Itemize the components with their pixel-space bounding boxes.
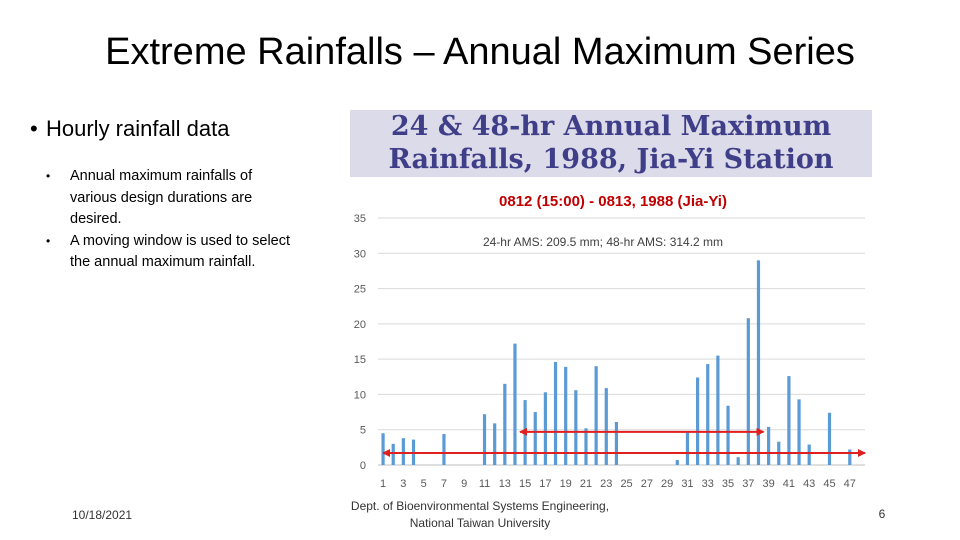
y-tick-label: 35 <box>354 213 366 225</box>
rainfall-bar <box>533 412 537 465</box>
footer-dept-line1: Dept. of Bioenvironmental Systems Engine… <box>350 499 610 513</box>
bars <box>381 260 852 465</box>
x-tick-label: 25 <box>620 478 632 490</box>
rainfall-bar <box>493 423 497 465</box>
rainfall-bar <box>736 457 740 465</box>
x-tick-label: 39 <box>762 478 774 490</box>
window-arrows <box>382 427 866 458</box>
y-tick-label: 10 <box>354 389 366 401</box>
x-tick-label: 33 <box>702 478 714 490</box>
bullet-dot: • <box>30 116 38 141</box>
x-tick-label: 13 <box>499 478 511 490</box>
rainfall-bar <box>513 343 517 465</box>
rainfall-bar <box>695 377 700 465</box>
x-tick-label: 11 <box>479 478 490 490</box>
rainfall-bar <box>807 444 811 465</box>
x-tick-label: 45 <box>823 478 835 490</box>
rainfall-bar <box>756 260 761 465</box>
chart-heading-line1: 24 & 48-hr Annual Maximum <box>390 111 832 142</box>
x-tick-label: 7 <box>441 478 447 490</box>
rainfall-bar <box>391 443 395 465</box>
rainfall-bar <box>614 421 619 465</box>
x-tick-label: 35 <box>722 478 734 490</box>
y-tick-label: 30 <box>354 248 366 260</box>
rainfall-bar <box>746 318 750 465</box>
chart-heading-box: 24 & 48-hr Annual Maximum Rainfalls, 198… <box>350 110 872 177</box>
rainfall-bar <box>787 376 791 465</box>
x-tick-label: 5 <box>421 478 427 490</box>
slide-title: Extreme Rainfalls – Annual Maximum Serie… <box>105 31 855 73</box>
x-tick-label: 1 <box>380 478 386 490</box>
rainfall-bar <box>442 433 446 465</box>
rainfall-bar <box>716 355 720 465</box>
x-tick-label: 21 <box>580 478 592 490</box>
y-tick-label: 25 <box>354 284 366 296</box>
rainfall-bar <box>574 390 578 465</box>
footer-dept-line2: National Taiwan University <box>409 516 551 530</box>
sub-bullet: • A moving window is used to select the a… <box>46 231 296 274</box>
main-bullet-text: Hourly rainfall data <box>46 116 230 141</box>
x-tick-label: 27 <box>641 478 653 490</box>
rainfall-bar <box>381 433 385 465</box>
rainfall-bar <box>675 460 679 465</box>
rainfall-bar <box>706 364 710 465</box>
footer-date: 10/18/2021 <box>72 508 133 522</box>
x-tick-label: 37 <box>742 478 754 490</box>
rainfall-bar <box>482 414 487 465</box>
chart-heading-line2: Rainfalls, 1988, Jia-Yi Station <box>388 144 834 175</box>
rainfall-bar <box>767 426 771 465</box>
x-tick-label: 9 <box>461 478 467 490</box>
rainfall-bar-chart: 0812 (15:00) - 0813, 1988 (Jia-Yi) 24-hr… <box>354 193 866 490</box>
y-tick-label: 20 <box>354 319 366 331</box>
sub-bullet-text: A moving window is used to select the an… <box>70 232 291 271</box>
page-number: 6 <box>878 507 886 521</box>
y-tick-label: 0 <box>360 460 366 472</box>
rainfall-bar <box>503 383 507 465</box>
rainfall-bar <box>604 388 608 465</box>
rainfall-bar <box>594 366 598 465</box>
x-tick-label: 43 <box>803 478 815 490</box>
rainfall-bar <box>584 428 588 465</box>
rainfall-bar <box>401 438 405 465</box>
rainfall-bar <box>543 392 548 465</box>
x-tick-label: 3 <box>400 478 406 490</box>
x-tick-label: 31 <box>681 478 693 490</box>
x-tick-label: 47 <box>844 478 856 490</box>
rainfall-bar <box>848 449 852 465</box>
grid-lines <box>378 217 865 466</box>
sub-bullet: • Annual maximum rainfalls of various des… <box>46 166 296 231</box>
x-tick-label: 41 <box>783 478 795 490</box>
x-tick-label: 29 <box>661 478 673 490</box>
chart-title: 0812 (15:00) - 0813, 1988 (Jia-Yi) <box>499 193 727 210</box>
main-bullet: • Hourly rainfall data <box>30 114 229 144</box>
rainfall-bar <box>827 412 832 465</box>
y-tick-label: 5 <box>360 425 366 437</box>
y-tick-label: 15 <box>354 354 366 366</box>
bullet-dot: • <box>46 169 51 183</box>
x-tick-label: 23 <box>600 478 612 490</box>
sub-bullet-list: • Annual maximum rainfalls of various des… <box>46 166 296 274</box>
y-axis-ticks: 0 5 10 15 20 25 30 35 <box>354 213 366 472</box>
footer-department: Dept. of Bioenvironmental Systems Engine… <box>330 498 630 532</box>
x-tick-label: 17 <box>539 478 551 490</box>
rainfall-bar <box>685 431 690 465</box>
bullet-dot: • <box>46 233 51 248</box>
rainfall-bar <box>564 366 568 465</box>
x-axis-ticks: 1 3 5 7 9 11 13 15 17 19 21 23 25 27 29 31 33 35 37 39 41 43 4… <box>380 478 856 490</box>
x-tick-label: 19 <box>560 478 572 490</box>
rainfall-bar <box>553 361 558 465</box>
chart-subtitle: 24-hr AMS: 209.5 mm; 48-hr AMS: 314.2 mm <box>483 235 723 249</box>
x-tick-label: 15 <box>519 478 531 490</box>
rainfall-bar <box>797 399 801 465</box>
sub-bullet-text: Annual maximum rainfalls of various desi… <box>70 168 253 227</box>
rainfall-bar <box>726 405 730 465</box>
